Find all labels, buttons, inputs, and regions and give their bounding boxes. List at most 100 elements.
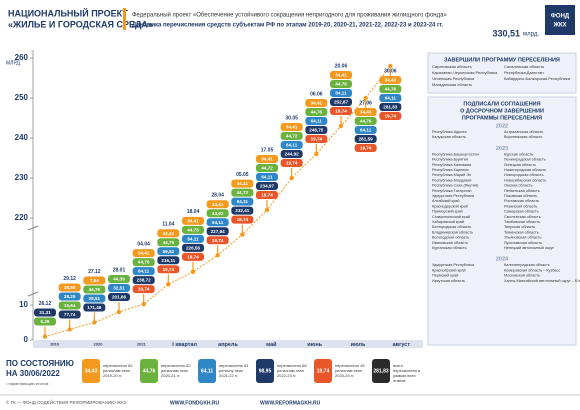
pill-label: 19,74 [385,114,397,119]
legend-swatch [82,359,100,383]
y-tick-label: 220 [15,213,29,222]
date-label: 29.12 [63,276,76,282]
region: Республика Татарстан [432,189,472,193]
point [166,282,171,287]
region: Астраханская область [504,130,543,134]
stage-pill [354,108,377,116]
pill-label: 64,11 [187,236,199,241]
stage-pill [354,135,377,143]
point [92,320,97,325]
pill-label: 244,92 [285,152,299,157]
point [190,269,196,275]
done-box [427,52,577,94]
stage-pill [305,117,328,125]
legend-value: 281,83 [373,368,389,374]
period-label: 2019 [50,342,60,347]
pill-label: 31,31 [39,310,51,315]
region: Алтайский край [432,199,460,203]
pill-label: 44,72 [261,166,273,171]
region: Красноярский край [432,268,466,272]
pill-label: 19,74 [311,137,323,142]
pill-label: 44,39 [113,277,125,282]
stage-pill [354,126,377,134]
region: Ростовская область [504,199,539,203]
footer-site: WWW.FONDGKH.RU [170,400,220,406]
pill-label: 19,74 [335,109,347,114]
pill-label: 34,41 [212,202,224,207]
stage-pill [132,267,155,276]
region: Псковская область [504,194,537,198]
point [338,123,344,129]
pill-label: 64,11 [138,269,150,274]
done-region: Карачаево-Черкесская Республика [432,70,498,75]
stage-pill [231,188,254,197]
date-label: 27.12 [88,269,101,275]
region: Ульяновская область [504,236,542,240]
done-title: ЗАВЕРШИЛИ ПРОГРАММУ ПЕРЕСЕЛЕНИЯ [444,57,560,63]
region: Новгородская область [504,173,544,177]
region: Ханты-Мансийский автономный округ – Югра [504,279,580,283]
pill-label: 44,76 [89,287,101,292]
period-label: 2020 [94,342,104,347]
stage-pill [305,108,328,116]
y-unit: МЛРД. [6,60,21,66]
region: Республика Карелия [432,168,468,172]
region: Ярославская область [504,241,542,245]
region: Республика Бурятия [432,158,468,162]
region: Калининградская область [504,263,550,267]
signed-title: О ДОСРОЧНОМ ЗАВЕРШЕНИИ [460,108,544,114]
pill-label: 34,43 [360,110,372,115]
legend-text: перечислено 82 регионам этап 2020-21 гг. [161,363,191,378]
stage-pill [157,229,180,238]
region: Вологодская область [432,236,469,240]
region: Новосибирская область [504,178,546,182]
axis-break [27,225,39,297]
stage-pill [305,99,328,107]
date-label: 06.06 [310,91,323,97]
stage-pill [108,275,130,283]
stage-pill [330,98,352,106]
done-region: Магаданская область [432,82,472,87]
stage-pill [132,258,155,267]
stage-pill [206,209,229,218]
pill-label: 44,76 [360,119,372,124]
divider [123,8,126,30]
region: Республика Мордовия [432,178,472,182]
stage-pill [280,132,303,140]
pill-label: 238,72 [137,278,151,283]
stage-pill [83,303,106,312]
subtitle: Федеральный проект «Обеспечение устойчив… [132,12,447,19]
pill-label: 19,74 [261,193,273,198]
stage-pill [157,238,180,247]
region: Ставропольский край [432,215,470,219]
stage-pill [280,123,303,131]
pill-label: 44,76 [138,260,150,265]
done-region: Чеченская Республика [432,76,475,81]
pill-label: 19,74 [360,146,372,151]
stage-pill [182,216,204,225]
pill-label: 44,76 [311,110,323,115]
legend-text: перечислено 68 регионам этап 2022-23 гг. [277,363,307,378]
stage-pill [256,173,278,181]
pill-label: 226,56 [186,245,200,250]
pill-label: 44,75 [163,240,175,245]
legend-swatch [256,359,274,383]
region: Республика Адыгея [432,130,467,134]
stage-pill [330,107,352,115]
legend-swatch [140,359,158,383]
stage-pill [132,249,155,258]
pill-label: 201,66 [112,295,126,300]
region: Владимирская область [432,230,473,234]
signed-title: ПРОГРАММЫ ПЕРЕСЕЛЕНИЯ [462,115,542,121]
stage-pill [182,234,204,243]
stage-pill [256,182,278,190]
pill-label: 64,11 [335,91,347,96]
region: Самарская область [504,210,539,214]
pill-label: 64,11 [385,96,397,101]
region: Московская область [504,274,540,278]
pill-label: 59,52 [163,249,175,254]
pill-label: 19,74 [163,267,175,272]
pill-label: 5,29 [41,319,50,324]
